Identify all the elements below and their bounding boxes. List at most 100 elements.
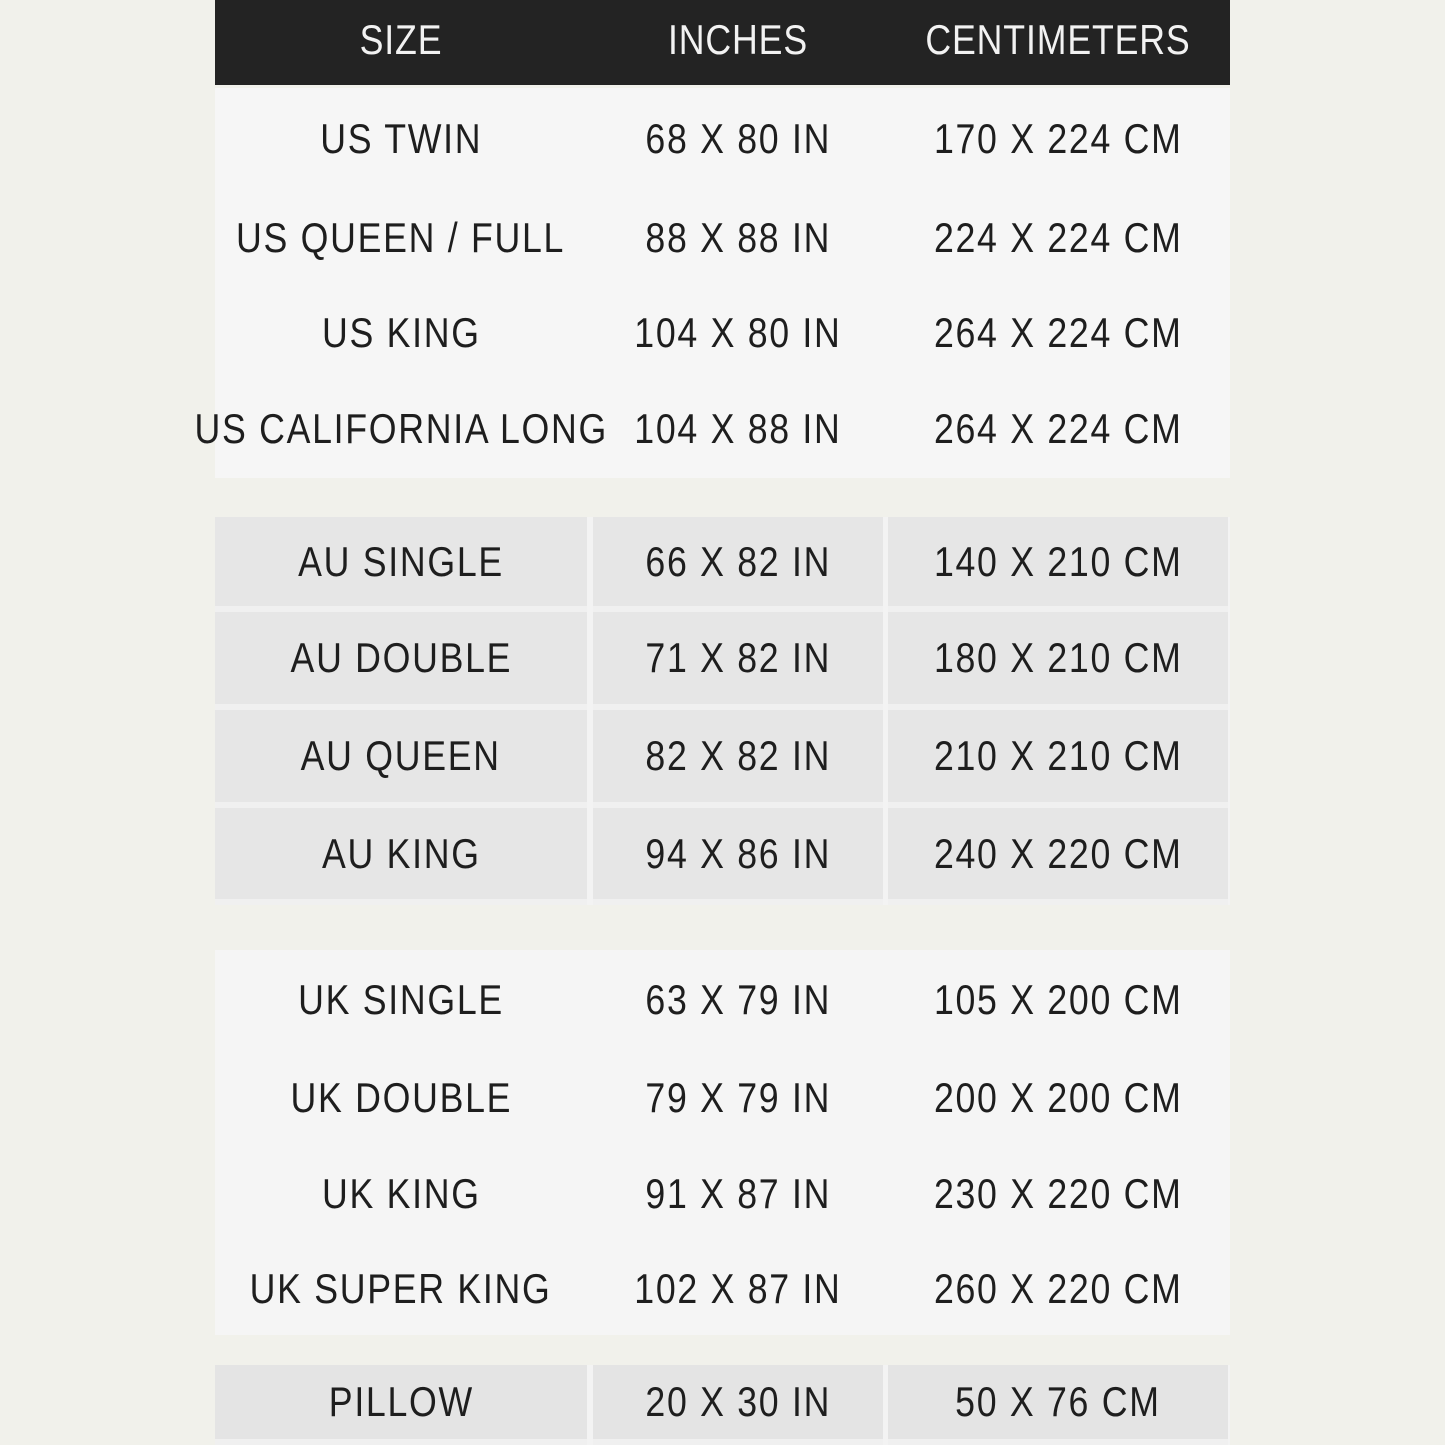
table-row: US CALIFORNIA LONG 104 X 88 IN 264 X 224 C…: [194, 380, 1230, 478]
size-value: AU QUEEN: [300, 732, 502, 779]
cell-size: UK SUPER KING: [215, 1243, 587, 1335]
centimeters-value: 140 X 210 CM: [933, 537, 1183, 585]
cell-centimeters: 105 X 200 CM: [888, 950, 1228, 1050]
cell-inches: 91 X 87 IN: [593, 1145, 883, 1243]
inches-value: 79 X 79 IN: [645, 1073, 831, 1121]
size-value: US KING: [321, 308, 481, 356]
cell-inches: 94 X 86 IN: [593, 808, 883, 905]
inches-value: 63 X 79 IN: [645, 976, 831, 1023]
cell-centimeters: 140 X 210 CM: [888, 517, 1228, 612]
table-row: UK SUPER KING 102 X 87 IN 260 X 220 CM: [215, 1243, 1230, 1335]
centimeters-value: 200 X 200 CM: [933, 1073, 1183, 1121]
table-row: US TWIN 68 X 80 IN 170 X 224 CM: [215, 88, 1230, 190]
cell-inches: 71 X 82 IN: [593, 612, 883, 710]
cell-inches: 82 X 82 IN: [593, 710, 883, 808]
table-header: SIZE INCHES CENTIMETERS: [215, 0, 1230, 85]
centimeters-value: 105 X 200 CM: [933, 976, 1183, 1023]
header-inches: INCHES: [667, 16, 808, 63]
size-value: AU DOUBLE: [290, 634, 512, 681]
cell-centimeters: 50 X 76 CM: [888, 1365, 1228, 1445]
cell-size: UK KING: [215, 1145, 587, 1243]
inches-value: 104 X 88 IN: [634, 405, 842, 452]
cell-inches: 104 X 88 IN: [593, 380, 883, 478]
cell-size: AU QUEEN: [215, 710, 587, 808]
cell-inches: 79 X 79 IN: [593, 1050, 883, 1145]
cell-size: AU KING: [215, 808, 587, 905]
inches-value: 20 X 30 IN: [645, 1378, 831, 1425]
table-row: AU QUEEN 82 X 82 IN 210 X 210 CM: [215, 710, 1230, 808]
table-row: PILLOW 20 X 30 IN 50 X 76 CM: [215, 1365, 1230, 1445]
header-centimeters: CENTIMETERS: [925, 16, 1191, 63]
cell-centimeters: 240 X 220 CM: [888, 808, 1228, 905]
cell-size: US TWIN: [215, 88, 587, 190]
group-au: AU SINGLE 66 X 82 IN 140 X 210 CM AU DOUBLE…: [215, 517, 1230, 905]
size-value: PILLOW: [328, 1378, 474, 1425]
centimeters-value: 240 X 220 CM: [933, 829, 1183, 877]
cell-size: PILLOW: [215, 1365, 587, 1445]
cell-centimeters: 224 X 224 CM: [888, 190, 1228, 285]
header-size: SIZE: [359, 16, 443, 63]
size-chart-table: SIZE INCHES CENTIMETERS US TWIN 68 X 80 I…: [194, 0, 1230, 1445]
inches-value: 66 X 82 IN: [645, 537, 831, 585]
centimeters-value: 224 X 224 CM: [933, 213, 1183, 261]
size-value: US QUEEN / FULL: [236, 213, 566, 261]
cell-size: AU SINGLE: [215, 517, 587, 612]
cell-centimeters: 264 X 224 CM: [888, 285, 1228, 380]
cell-size: UK DOUBLE: [215, 1050, 587, 1145]
table-row: AU SINGLE 66 X 82 IN 140 X 210 CM: [215, 517, 1230, 612]
cell-centimeters: 260 X 220 CM: [888, 1243, 1228, 1335]
cell-centimeters: 264 X 224 CM: [888, 380, 1228, 478]
centimeters-value: 264 X 224 CM: [933, 308, 1183, 356]
inches-value: 94 X 86 IN: [645, 829, 831, 877]
cell-size: US KING: [215, 285, 587, 380]
cell-size: UK SINGLE: [215, 950, 587, 1050]
inches-value: 68 X 80 IN: [645, 115, 831, 162]
inches-value: 91 X 87 IN: [645, 1170, 831, 1217]
size-value: UK KING: [321, 1170, 481, 1217]
cell-inches: 66 X 82 IN: [593, 517, 883, 612]
cell-inches: 104 X 80 IN: [593, 285, 883, 380]
centimeters-value: 260 X 220 CM: [933, 1265, 1183, 1312]
cell-centimeters: 210 X 210 CM: [888, 710, 1228, 808]
centimeters-value: 230 X 220 CM: [933, 1170, 1183, 1217]
centimeters-value: 264 X 224 CM: [933, 405, 1183, 452]
inches-value: 82 X 82 IN: [645, 732, 831, 779]
table-row: AU DOUBLE 71 X 82 IN 180 X 210 CM: [215, 612, 1230, 710]
cell-centimeters: 200 X 200 CM: [888, 1050, 1228, 1145]
size-value: UK SUPER KING: [250, 1265, 552, 1312]
cell-centimeters: 180 X 210 CM: [888, 612, 1228, 710]
cell-inches: 20 X 30 IN: [593, 1365, 883, 1445]
centimeters-value: 170 X 224 CM: [933, 115, 1183, 162]
size-value: US CALIFORNIA LONG: [194, 405, 608, 452]
cell-inches: 63 X 79 IN: [593, 950, 883, 1050]
table-row: UK KING 91 X 87 IN 230 X 220 CM: [215, 1145, 1230, 1243]
cell-inches: 102 X 87 IN: [593, 1243, 883, 1335]
table-row: US KING 104 X 80 IN 264 X 224 CM: [215, 285, 1230, 380]
table-row: UK DOUBLE 79 X 79 IN 200 X 200 CM: [215, 1050, 1230, 1145]
centimeters-value: 210 X 210 CM: [933, 732, 1183, 779]
inches-value: 88 X 88 IN: [645, 213, 831, 261]
table-row: US QUEEN / FULL 88 X 88 IN 224 X 224 CM: [215, 190, 1230, 285]
centimeters-value: 50 X 76 CM: [955, 1378, 1161, 1425]
cell-inches: 88 X 88 IN: [593, 190, 883, 285]
centimeters-value: 180 X 210 CM: [933, 634, 1183, 681]
size-value: US TWIN: [320, 115, 482, 162]
cell-size: US CALIFORNIA LONG: [194, 380, 606, 478]
inches-value: 104 X 80 IN: [634, 308, 842, 356]
table-row: AU KING 94 X 86 IN 240 X 220 CM: [215, 808, 1230, 905]
group-us: US TWIN 68 X 80 IN 170 X 224 CM US QUEEN / …: [194, 88, 1230, 478]
size-value: AU KING: [321, 829, 481, 877]
group-uk: UK SINGLE 63 X 79 IN 105 X 200 CM UK DOUBLE…: [215, 950, 1230, 1335]
cell-size: AU DOUBLE: [215, 612, 587, 710]
size-value: UK SINGLE: [298, 976, 504, 1023]
inches-value: 71 X 82 IN: [645, 634, 831, 681]
cell-size: US QUEEN / FULL: [215, 190, 587, 285]
table-row: UK SINGLE 63 X 79 IN 105 X 200 CM: [215, 950, 1230, 1050]
cell-inches: 68 X 80 IN: [593, 88, 883, 190]
cell-centimeters: 230 X 220 CM: [888, 1145, 1228, 1243]
group-pillow: PILLOW 20 X 30 IN 50 X 76 CM: [215, 1365, 1230, 1445]
size-value: UK DOUBLE: [290, 1073, 512, 1121]
cell-centimeters: 170 X 224 CM: [888, 88, 1228, 190]
inches-value: 102 X 87 IN: [634, 1265, 842, 1312]
size-value: AU SINGLE: [298, 537, 504, 585]
